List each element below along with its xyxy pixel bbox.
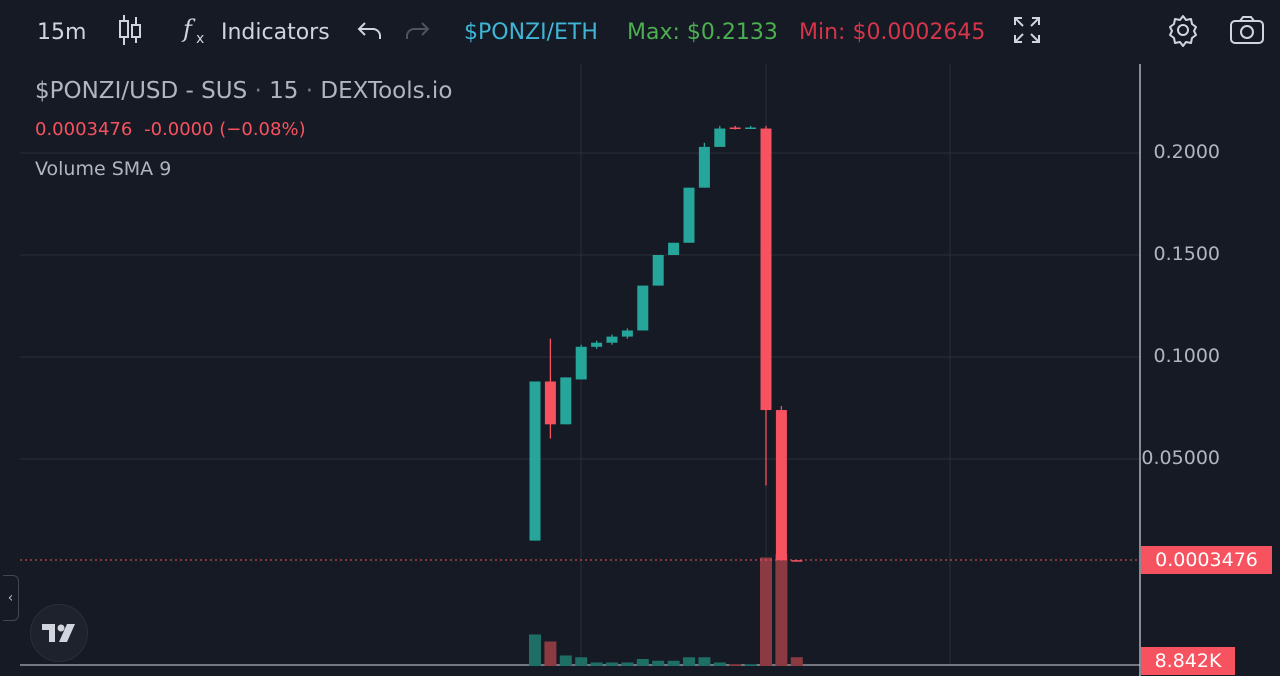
volume-tag: 8.842K [1141, 647, 1235, 675]
interval-selector[interactable]: 15m [37, 14, 86, 50]
chevron-left-icon: ‹ [7, 590, 14, 606]
volume-bar [790, 657, 803, 666]
max-price: Max: $0.2133 [627, 14, 778, 50]
legend-symbol: $PONZI/USD - SUS [35, 78, 248, 104]
axis-tick-label: 0.1500 [1153, 243, 1220, 265]
volume-bar [713, 662, 726, 666]
axis-tick-label: 0.1000 [1153, 345, 1220, 367]
candle-body [529, 381, 541, 541]
fullscreen-icon [1012, 15, 1042, 49]
indicators-button[interactable]: f x Indicators [181, 14, 330, 50]
candle-body [729, 127, 741, 129]
legend-title: $PONZI/USD - SUS · 15 · DEXTools.io [35, 78, 453, 104]
candle-body [745, 127, 757, 129]
candle-body [775, 410, 787, 561]
tradingview-logo-icon [42, 624, 75, 642]
fullscreen-button[interactable] [1012, 14, 1042, 50]
volume-bar [667, 660, 680, 666]
candles-icon [116, 13, 144, 51]
volume-bar [775, 554, 788, 666]
volume-bar [683, 657, 695, 666]
indicators-label: Indicators [221, 19, 330, 45]
volume-bar [621, 662, 634, 666]
candle-body [575, 346, 587, 380]
last-price-tag: 0.0003476 [1141, 546, 1272, 574]
undo-button[interactable] [355, 14, 385, 50]
interval-label: 15m [37, 19, 87, 45]
legend-price: 0.0003476 [35, 119, 133, 140]
candle-body [606, 336, 618, 343]
candlesticks [529, 125, 803, 562]
max-price-label: Max: $0.2133 [627, 19, 778, 45]
volume-bar [544, 641, 557, 666]
tradingview-logo[interactable] [30, 604, 88, 662]
volume-bar [529, 634, 541, 666]
volume-bar [559, 655, 572, 666]
svg-text:x: x [196, 31, 204, 47]
candle-body [698, 146, 710, 188]
candle-body [652, 255, 664, 286]
volume-bar [590, 662, 603, 666]
candle-body [637, 285, 649, 331]
candle-body [544, 381, 556, 425]
redo-icon [402, 15, 432, 49]
redo-button[interactable] [402, 14, 432, 50]
legend-price-row: 0.0003476 -0.0000 (−0.08%) [35, 119, 306, 140]
candle-body [760, 128, 772, 411]
legend-interval: 15 [269, 78, 299, 104]
volume-bar [760, 557, 772, 666]
volume-bar [575, 657, 588, 666]
chart-type-button[interactable] [116, 14, 144, 50]
candle-body [683, 187, 695, 243]
volume-bars [529, 554, 803, 666]
fx-icon: f x [181, 13, 211, 51]
pair-link[interactable]: $PONZI/ETH [464, 14, 598, 50]
gear-icon [1166, 13, 1200, 51]
candle-body [560, 377, 572, 425]
min-price-label: Min: $0.0002645 [799, 19, 986, 45]
pair-label: $PONZI/ETH [464, 19, 598, 45]
candle-body [591, 342, 603, 347]
volume-indicator-label[interactable]: Volume SMA 9 [35, 158, 172, 180]
settings-button[interactable] [1166, 14, 1200, 50]
candle-body [791, 560, 803, 562]
collapse-panel-button[interactable]: ‹ [3, 575, 19, 621]
volume-bar [698, 657, 711, 666]
axis-tick-label: 0.05000 [1141, 447, 1220, 469]
min-price: Min: $0.0002645 [799, 14, 985, 50]
candle-body [621, 330, 633, 337]
volume-bar [606, 662, 618, 666]
snapshot-button[interactable] [1229, 14, 1265, 50]
volume-bar [729, 664, 742, 666]
volume-bar [652, 660, 665, 666]
camera-icon [1229, 14, 1265, 50]
candle-body [668, 242, 680, 255]
undo-icon [355, 15, 385, 49]
volume-bar [744, 664, 757, 666]
top-toolbar: 15m f x Indicators [0, 0, 1280, 64]
candle-body [714, 128, 726, 147]
svg-text:f: f [181, 15, 196, 43]
legend-change: -0.0000 (−0.08%) [144, 119, 306, 140]
axis-tick-label: 0.2000 [1153, 141, 1220, 163]
volume-bar [636, 659, 649, 666]
legend-source: DEXTools.io [320, 78, 453, 104]
